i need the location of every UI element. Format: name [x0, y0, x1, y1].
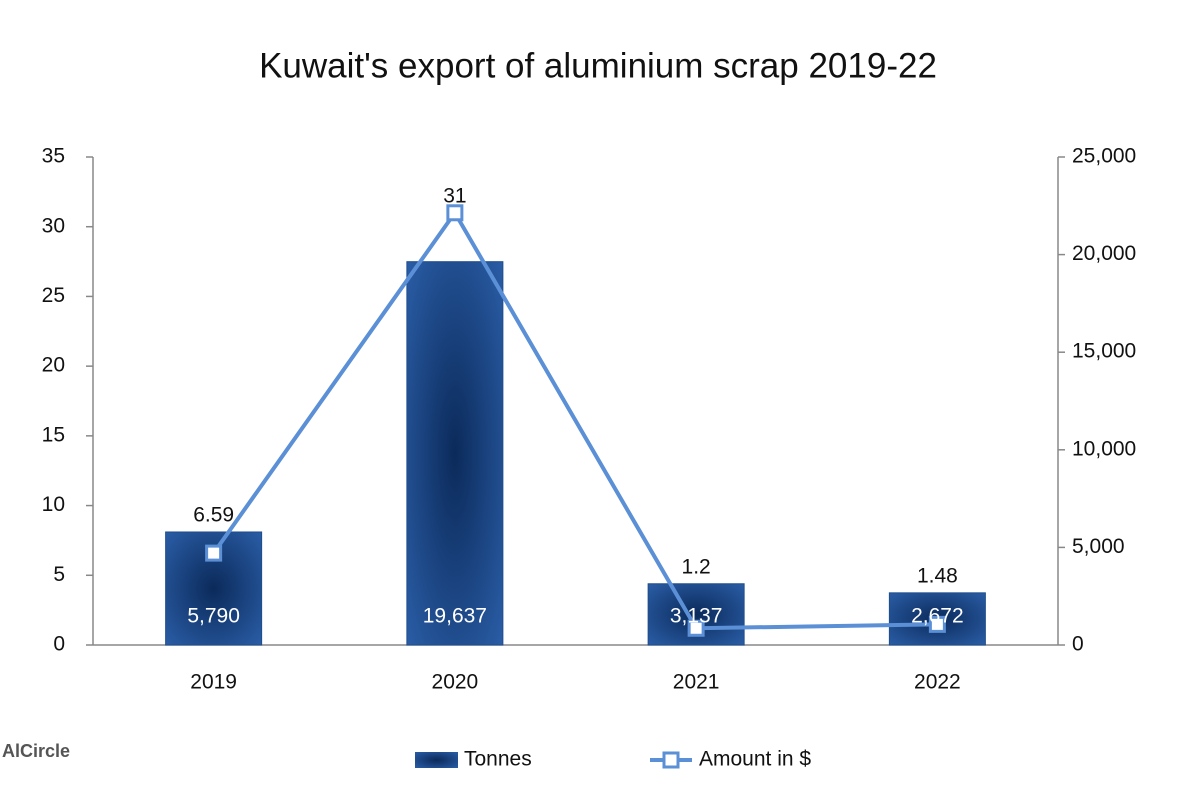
line-value-label: 6.59 [193, 504, 234, 527]
legend-label: Amount in $ [699, 748, 811, 771]
bar-value-label: 19,637 [423, 605, 487, 628]
y-tick-label: 0 [53, 633, 65, 656]
bar-value-label: 3,137 [670, 605, 723, 628]
y2-tick-label: 10,000 [1072, 437, 1136, 460]
bar [406, 261, 504, 646]
legend-marker [662, 751, 680, 769]
x-tick-label: 2022 [914, 671, 961, 694]
bar-value-label: 5,790 [187, 605, 240, 628]
y-tick-label: 35 [42, 145, 65, 168]
y-tick-label: 30 [42, 214, 65, 237]
y-tick-label: 25 [42, 284, 65, 307]
y-tick-label: 20 [42, 354, 65, 377]
line-value-label: 31 [443, 184, 466, 207]
y-tick-label: 15 [42, 423, 65, 446]
y2-tick-label: 15,000 [1072, 340, 1136, 363]
line-value-label: 1.2 [682, 555, 711, 578]
x-tick-label: 2019 [190, 671, 237, 694]
y2-tick-label: 0 [1072, 633, 1084, 656]
line-value-label: 1.48 [917, 564, 958, 587]
x-tick-label: 2021 [673, 671, 720, 694]
y2-tick-label: 25,000 [1072, 145, 1136, 168]
y2-tick-label: 20,000 [1072, 242, 1136, 265]
line-marker [928, 615, 946, 633]
line [211, 209, 938, 631]
line-marker [687, 619, 705, 637]
logo: AlCircle [2, 741, 70, 761]
legend-label: Tonnes [464, 748, 532, 771]
legend-swatch [415, 752, 458, 768]
line-marker [205, 544, 223, 562]
line-marker [446, 204, 464, 222]
y-tick-label: 5 [53, 563, 65, 586]
y-tick-label: 10 [42, 493, 65, 516]
x-tick-label: 2020 [432, 671, 479, 694]
chart-title: Kuwait's export of aluminium scrap 2019-… [259, 46, 937, 85]
y2-tick-label: 5,000 [1072, 535, 1125, 558]
bar-value-label: 2,672 [911, 605, 964, 628]
